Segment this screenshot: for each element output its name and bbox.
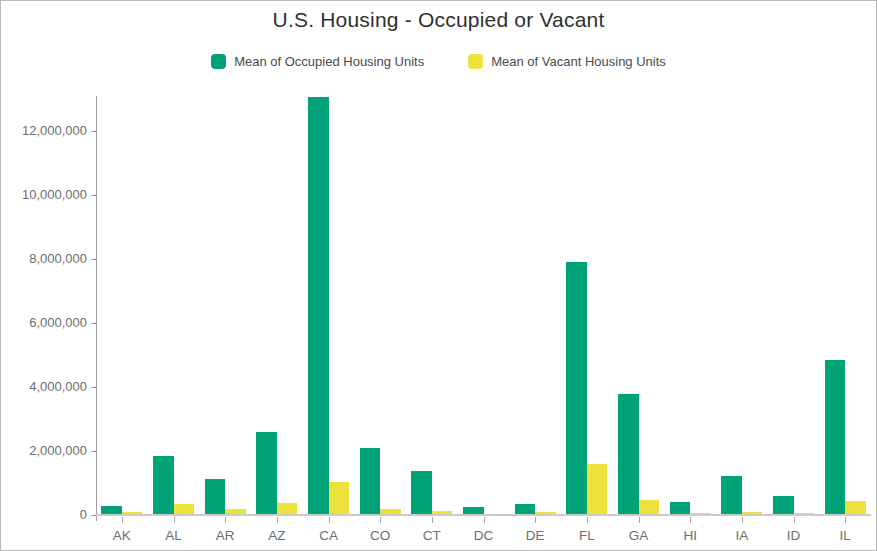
y-axis-tick xyxy=(91,195,96,196)
chart-legend: Mean of Occupied Housing Units Mean of Va… xyxy=(1,54,876,69)
bar-vacant-ga xyxy=(639,500,660,515)
y-axis-tick xyxy=(91,387,96,388)
x-axis-tick xyxy=(587,517,588,523)
bar-group-dc: DC xyxy=(458,96,510,515)
bar-vacant-fl xyxy=(587,464,608,515)
bar-group-ca: CA xyxy=(303,96,355,515)
bar-group-co: CO xyxy=(354,96,406,515)
x-axis-label: HI xyxy=(664,528,716,543)
x-axis-label: ID xyxy=(768,528,820,543)
x-axis-tick xyxy=(742,517,743,523)
x-axis-tick xyxy=(174,517,175,523)
x-axis-tick xyxy=(535,517,536,523)
bar-occupied-hi xyxy=(670,502,691,515)
y-axis-tick xyxy=(91,323,96,324)
x-axis-tick xyxy=(484,517,485,523)
x-axis-label: IA xyxy=(716,528,768,543)
bar-group-ga: GA xyxy=(613,96,665,515)
chart-title: U.S. Housing - Occupied or Vacant xyxy=(1,8,876,32)
x-axis-tick xyxy=(277,517,278,523)
x-axis-label: DE xyxy=(509,528,561,543)
bar-group-hi: HI xyxy=(664,96,716,515)
x-axis-tick xyxy=(639,517,640,523)
bar-occupied-ca xyxy=(308,97,329,515)
x-axis-label: CT xyxy=(406,528,458,543)
y-axis-tick-label: 10,000,000 xyxy=(1,187,87,203)
x-axis-tick xyxy=(225,517,226,523)
bar-group-de: DE xyxy=(509,96,561,515)
y-axis-tick xyxy=(91,515,96,516)
bar-group-az: AZ xyxy=(251,96,303,515)
x-axis-label: CO xyxy=(354,528,406,543)
bar-occupied-co xyxy=(360,448,381,515)
y-axis-tick-label: 4,000,000 xyxy=(1,379,87,395)
bar-occupied-az xyxy=(256,432,277,515)
bar-group-ia: IA xyxy=(716,96,768,515)
bar-group-ak: AK xyxy=(96,96,148,515)
legend-label: Mean of Occupied Housing Units xyxy=(234,54,424,69)
bar-occupied-al xyxy=(153,456,174,515)
legend-swatch-icon xyxy=(468,54,483,69)
bar-group-al: AL xyxy=(148,96,200,515)
y-axis-tick xyxy=(91,451,96,452)
y-axis-tick xyxy=(91,131,96,132)
legend-item: Mean of Vacant Housing Units xyxy=(468,54,666,69)
x-axis-line xyxy=(96,514,871,516)
bar-vacant-ca xyxy=(329,482,350,515)
x-axis-label: DC xyxy=(458,528,510,543)
y-axis-tick-label: 6,000,000 xyxy=(1,315,87,331)
x-axis-label: AR xyxy=(199,528,251,543)
bar-occupied-ar xyxy=(205,479,226,515)
bar-group-fl: FL xyxy=(561,96,613,515)
bar-group-ar: AR xyxy=(199,96,251,515)
legend-swatch-icon xyxy=(211,54,226,69)
x-axis-label: GA xyxy=(613,528,665,543)
bar-occupied-ct xyxy=(411,471,432,515)
chart-panel: U.S. Housing - Occupied or Vacant Mean o… xyxy=(0,0,877,551)
bar-group-id: ID xyxy=(768,96,820,515)
x-axis-label: AL xyxy=(148,528,200,543)
x-axis-label: AZ xyxy=(251,528,303,543)
x-axis-label: FL xyxy=(561,528,613,543)
y-axis-tick-label: 0 xyxy=(1,507,87,523)
x-axis-label: AK xyxy=(96,528,148,543)
x-axis-label: CA xyxy=(303,528,355,543)
x-axis-tick xyxy=(432,517,433,523)
y-axis-tick-label: 2,000,000 xyxy=(1,443,87,459)
x-axis-label: IL xyxy=(819,528,871,543)
plot-area: AKALARAZCACOCTDCDEFLGAHIIAIDIL xyxy=(96,96,871,515)
y-axis-tick xyxy=(91,259,96,260)
x-axis-tick xyxy=(690,517,691,523)
bar-occupied-fl xyxy=(566,262,587,515)
legend-item: Mean of Occupied Housing Units xyxy=(211,54,424,69)
bar-occupied-id xyxy=(773,496,794,515)
y-axis-tick-label: 8,000,000 xyxy=(1,251,87,267)
bar-occupied-ia xyxy=(721,476,742,515)
y-axis-labels: 02,000,0004,000,0006,000,0008,000,00010,… xyxy=(1,96,87,515)
y-axis-tick-label: 12,000,000 xyxy=(1,123,87,139)
bar-vacant-il xyxy=(845,501,866,515)
bar-occupied-il xyxy=(825,360,846,515)
x-axis-tick xyxy=(794,517,795,523)
bar-group-ct: CT xyxy=(406,96,458,515)
x-axis-tick xyxy=(380,517,381,523)
x-axis-tick xyxy=(122,517,123,523)
legend-label: Mean of Vacant Housing Units xyxy=(491,54,666,69)
x-axis-tick xyxy=(845,517,846,523)
bar-group-il: IL xyxy=(819,96,871,515)
bar-groups: AKALARAZCACOCTDCDEFLGAHIIAIDIL xyxy=(96,96,871,515)
bar-occupied-ga xyxy=(618,394,639,515)
x-axis-tick xyxy=(329,517,330,523)
